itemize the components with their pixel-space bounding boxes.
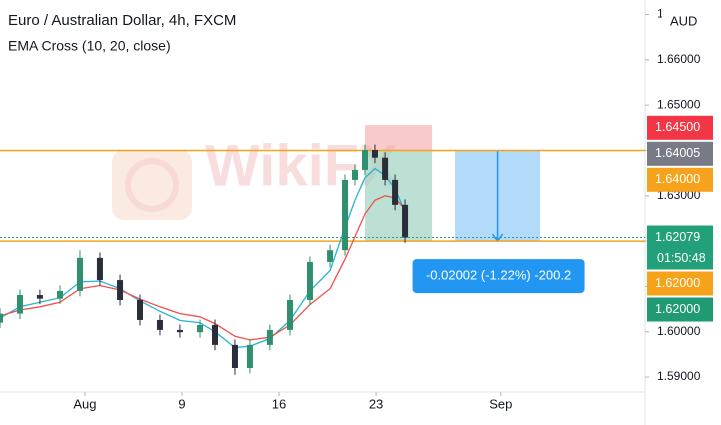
position-loss [364,125,433,151]
indicator-label: EMA Cross (10, 20, close) [8,38,171,54]
y-tick-label: 1.60000 [657,324,701,338]
candle-body [36,295,43,299]
price-label: 1.64000 [655,172,700,186]
x-tick-label: 9 [178,396,185,411]
candle-body [96,257,103,281]
candle-body [286,300,293,330]
price-label: 1.64500 [655,120,700,134]
candle-body [371,150,378,158]
candle-body [402,204,409,238]
measure-label: -0.02002 (-1.22%) -200.2 [426,268,571,283]
price-label: 1.62000 [655,302,700,316]
x-tick-label: Sep [489,396,512,411]
watermark-logo [112,150,192,220]
candle-body [342,179,349,251]
currency-box [662,8,706,34]
candle-body [382,157,389,180]
y-tick-label: 1.65000 [657,97,701,111]
candle-body [212,324,218,345]
candle-body [246,344,253,368]
measure-label-box [412,259,585,294]
price-label-box [647,271,713,296]
candle-body [361,150,368,170]
price-label-box [647,225,713,270]
price-label-box [647,115,713,140]
y-tick-label: 1.59000 [657,369,701,383]
price-label: 1.62000 [655,276,700,290]
candle-body [137,300,144,320]
price-label-box [647,297,713,322]
chart-title: Euro / Australian Dollar, 4h, FXCM [8,12,236,29]
candle-body [352,169,359,180]
candle-body [197,324,204,333]
x-tick-label: 23 [369,396,383,411]
candle-body [0,313,3,323]
candle-body [266,329,273,345]
y-tick-label: 1.66000 [657,52,701,66]
candle-body [156,319,163,330]
x-tick-label: Aug [73,396,96,411]
candle-body [327,250,334,262]
price-label-box [647,141,713,166]
candle-body [176,329,183,333]
candle-body [392,179,399,205]
candle-body [117,280,124,301]
candle-body [231,344,238,368]
price-label: 1.62079 [655,230,700,244]
price-label: 1.64005 [655,146,700,160]
x-tick-label: 16 [272,396,286,411]
candle-body [57,290,64,299]
watermark-logo-ring [125,158,179,212]
price-label-box [647,167,713,192]
candle-body [76,257,83,291]
candle-body [306,261,313,301]
countdown-label: 01:50:48 [657,251,706,265]
currency-label: AUD [670,13,697,28]
candle-body [16,295,23,314]
